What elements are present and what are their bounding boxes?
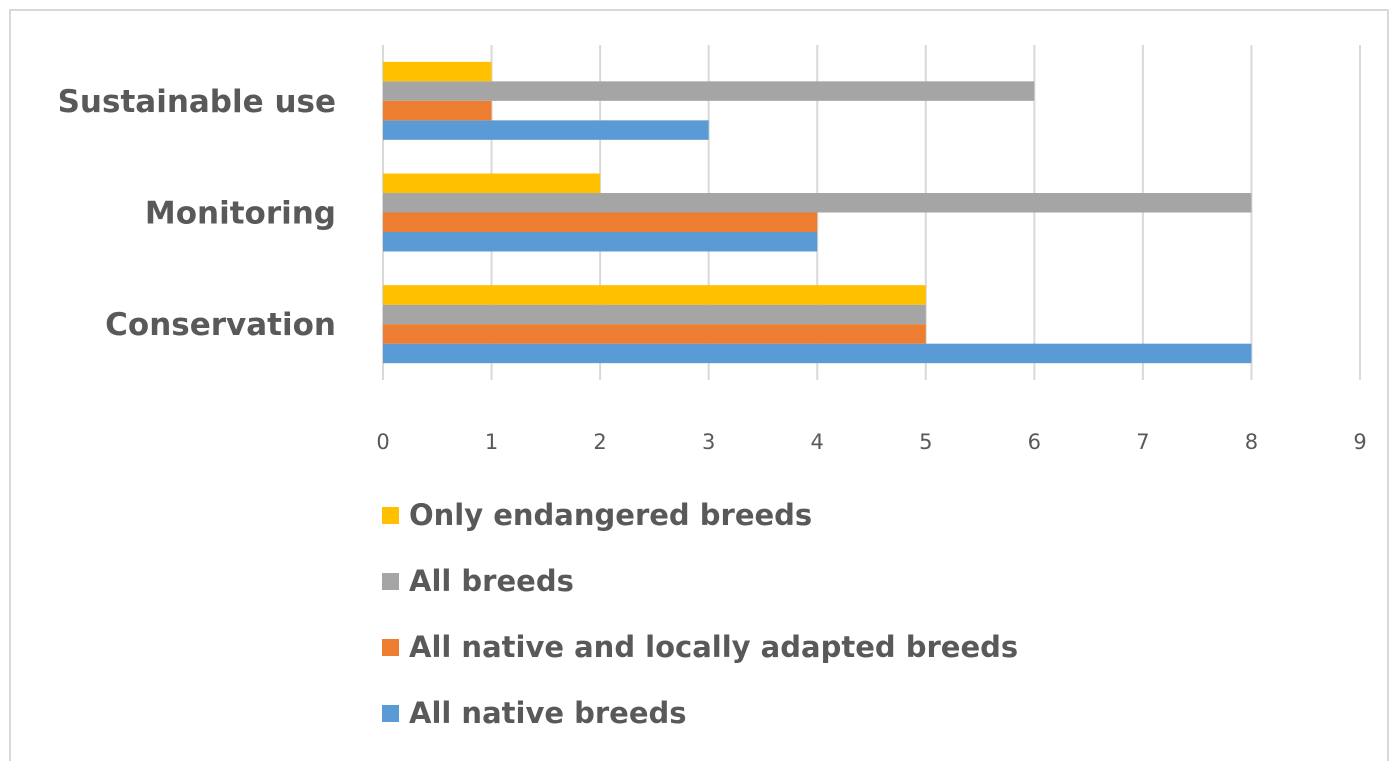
- bar: [383, 193, 1252, 213]
- bar: [383, 120, 709, 140]
- legend-swatch: [382, 573, 399, 590]
- bar: [383, 81, 1035, 101]
- category-labels: Conservation Monitoring Sustainable use: [58, 84, 336, 343]
- bar: [383, 285, 926, 305]
- legend-label: All breeds: [409, 564, 574, 598]
- x-tick-label: 8: [1245, 430, 1258, 454]
- bars: [383, 61, 1252, 364]
- x-tick-label: 6: [1028, 430, 1041, 454]
- x-tick-label: 5: [919, 430, 932, 454]
- x-tick-label: 7: [1136, 430, 1149, 454]
- category-label: Sustainable use: [58, 84, 336, 120]
- bar: [383, 100, 492, 121]
- legend-label: All native breeds: [409, 696, 687, 730]
- category-label: Conservation: [105, 307, 336, 343]
- bar: [383, 232, 818, 252]
- legend-label: Only endangered breeds: [409, 498, 812, 532]
- legend: Only endangered breeds All breeds All nati…: [382, 498, 1018, 730]
- legend-swatch: [382, 705, 399, 722]
- legend-swatch: [382, 507, 399, 524]
- x-tick-label: 2: [593, 430, 606, 454]
- x-tick-label: 3: [702, 430, 715, 454]
- legend-swatch: [382, 639, 399, 656]
- x-tick-label: 1: [485, 430, 498, 454]
- x-tick-label: 4: [811, 430, 824, 454]
- legend-label: All native and locally adapted breeds: [409, 630, 1018, 664]
- category-label: Monitoring: [145, 196, 336, 232]
- bar: [383, 304, 926, 325]
- x-tick-labels: 0 1 2 3 4 5 6 7 8 9: [376, 430, 1366, 454]
- bar: [383, 212, 818, 232]
- bar: [383, 324, 926, 344]
- bar: [383, 173, 601, 193]
- bar: [383, 61, 492, 82]
- bar: [383, 343, 1252, 364]
- x-tick-label: 0: [376, 430, 389, 454]
- x-tick-label: 9: [1353, 430, 1366, 454]
